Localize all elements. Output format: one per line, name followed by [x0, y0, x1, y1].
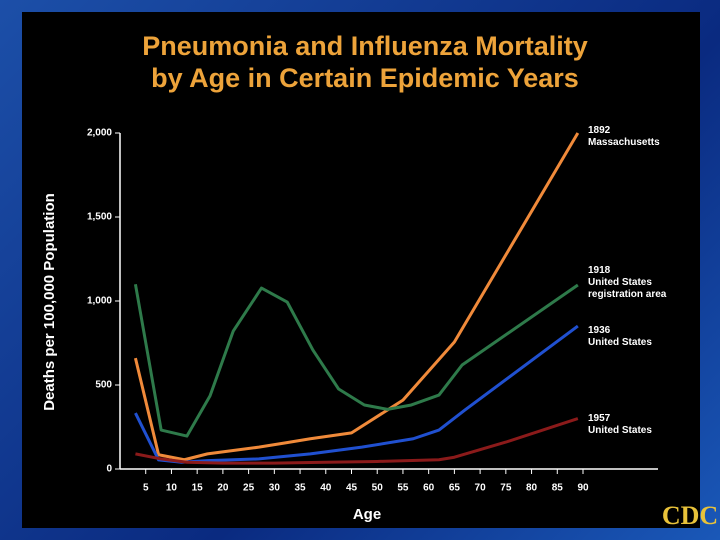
x-tick-label: 10: [166, 483, 178, 494]
x-tick-label: 65: [449, 483, 461, 494]
y-tick-label: 500: [95, 380, 112, 391]
logo: CDC: [662, 501, 718, 530]
legend-label: 1918 United States registration area: [588, 265, 667, 300]
y-tick-label: 2,000: [87, 128, 112, 139]
x-tick-label: 80: [526, 483, 538, 494]
x-tick-label: 70: [475, 483, 487, 494]
x-axis-label: Age: [353, 506, 381, 523]
x-tick-label: 40: [320, 483, 332, 494]
legend-label: 1892 Massachusetts: [588, 125, 660, 148]
x-tick-label: 15: [192, 483, 204, 494]
x-tick-label: 60: [423, 483, 435, 494]
series-line: [133, 283, 579, 438]
y-tick-label: 1,500: [87, 212, 112, 223]
x-tick-label: 45: [346, 483, 358, 494]
chart-subtitle: by Age in Certain Epidemic Years: [151, 63, 579, 93]
x-tick-label: 30: [269, 483, 281, 494]
chart-title: Pneumonia and Influenza Mortality: [142, 31, 588, 61]
y-tick-label: 1,000: [87, 296, 112, 307]
panel: [22, 12, 700, 528]
y-axis-label: Deaths per 100,000 Population: [41, 193, 58, 411]
x-tick-label: 25: [243, 483, 255, 494]
series-line: [133, 132, 580, 462]
x-tick-label: 20: [217, 483, 229, 494]
legend-label: 1957 United States: [588, 413, 652, 436]
x-tick-label: 55: [397, 483, 409, 494]
x-tick-label: 35: [294, 483, 306, 494]
x-tick-label: 5: [143, 483, 149, 494]
legend-label: 1936 United States: [588, 325, 652, 348]
x-tick-label: 50: [372, 483, 384, 494]
y-tick-label: 0: [106, 464, 112, 475]
x-tick-label: 90: [577, 483, 589, 494]
series-line: [135, 417, 579, 465]
x-tick-label: 75: [500, 483, 512, 494]
x-tick-label: 85: [552, 483, 564, 494]
